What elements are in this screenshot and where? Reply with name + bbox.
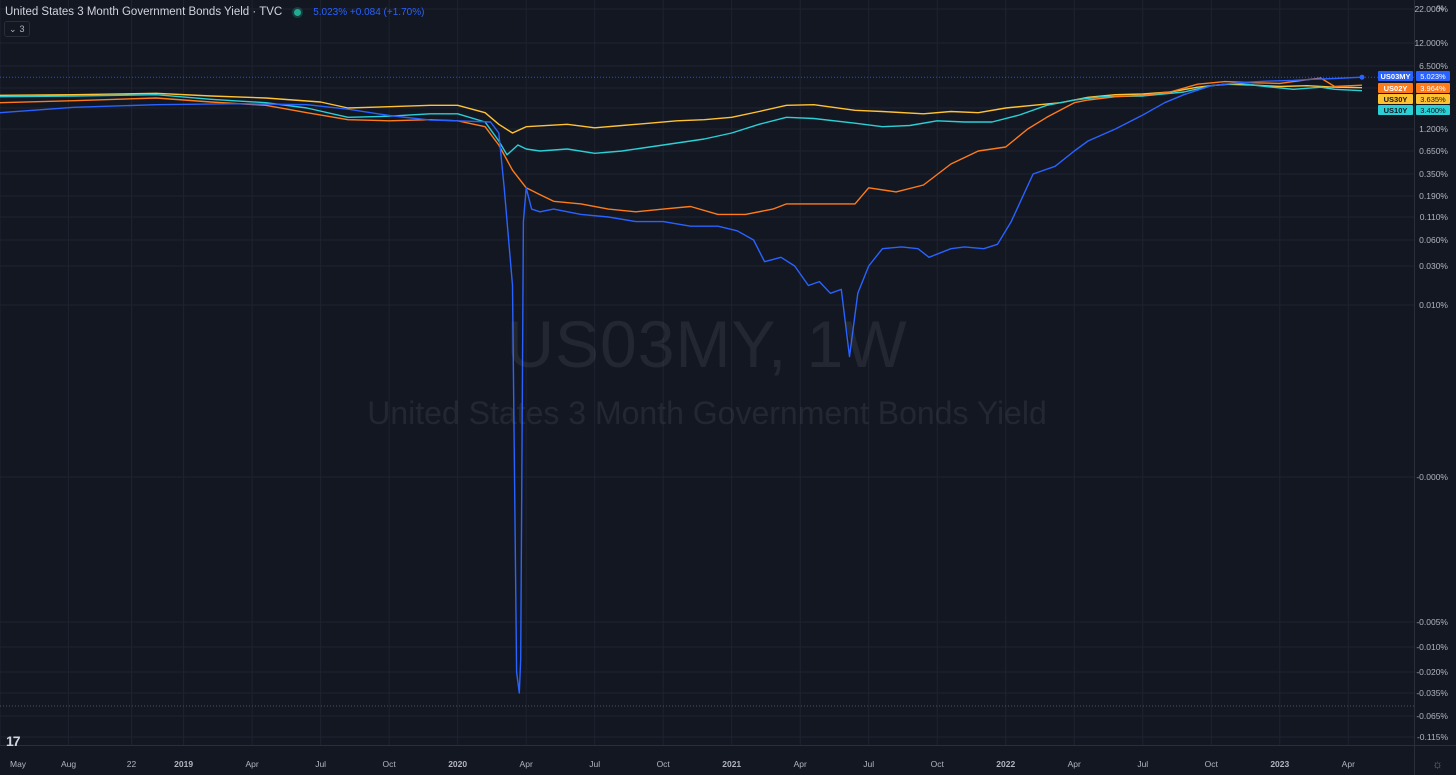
gear-icon[interactable]: ☼ — [1432, 757, 1443, 771]
x-axis[interactable]: May Aug 22 2019 Apr Jul Oct 2020 Apr Jul Oct 2021 Ap… — [10, 759, 1355, 769]
series-name-tag-bg — [1378, 83, 1413, 93]
y-tick-label: 6.500% — [1419, 61, 1448, 71]
series-name-tag-bg — [1378, 105, 1413, 115]
series-name-tag-bg — [1378, 94, 1413, 104]
watermark-description: United States 3 Month Government Bonds Y… — [367, 395, 1047, 431]
chevron-down-icon: ⌄ — [9, 23, 17, 34]
x-tick-label: Oct — [931, 759, 945, 769]
y-tick-label: -0.065% — [1416, 711, 1448, 721]
x-tick-label: Apr — [246, 759, 259, 769]
x-tick-label: 2019 — [174, 759, 193, 769]
series-value-tag-bg — [1416, 83, 1450, 93]
y-tick-label: 0.350% — [1419, 169, 1448, 179]
watermark-symbol: US03MY, 1W — [506, 307, 908, 381]
symbol-quote: 5.023% +0.084 (+1.70%) — [313, 6, 425, 18]
x-tick-label: Oct — [383, 759, 397, 769]
y-tick-label: -0.035% — [1416, 688, 1448, 698]
x-tick-label: Apr — [1068, 759, 1081, 769]
x-tick-label: Jul — [589, 759, 600, 769]
y-tick-label: -0.020% — [1416, 667, 1448, 677]
chart-header: United States 3 Month Government Bonds Y… — [5, 4, 424, 20]
y-tick-label: 0.110% — [1420, 212, 1449, 222]
series-line-us03my — [0, 76, 1363, 694]
series-line-us30y — [0, 83, 1363, 134]
y-tick-label: -0.115% — [1417, 732, 1448, 742]
series-value-tag: 5.023% — [1420, 72, 1446, 81]
series-value-tag: 3.964% — [1420, 84, 1446, 93]
x-tick-label: Oct — [657, 759, 671, 769]
y-tick-label: 22.000% — [1414, 4, 1448, 14]
x-tick-label: Jul — [863, 759, 874, 769]
x-tick-label: 22 — [127, 759, 137, 769]
y-tick-label: 1.200% — [1419, 124, 1448, 134]
indicator-count: 3 — [19, 24, 25, 34]
tradingview-logo-icon[interactable]: 17 — [6, 733, 21, 749]
x-tick-label: 2021 — [722, 759, 741, 769]
y-tick-label: 0.190% — [1419, 191, 1448, 201]
y-tick-label: 0.030% — [1419, 261, 1448, 271]
series-name-tag-bg — [1378, 71, 1413, 81]
market-open-dot-icon — [294, 8, 302, 16]
series-value-tag: 3.635% — [1420, 95, 1446, 104]
x-tick-label: Apr — [794, 759, 807, 769]
symbol-title[interactable]: United States 3 Month Government Bonds Y… — [5, 6, 283, 18]
x-tick-label: Apr — [520, 759, 533, 769]
series-name-tag: US10Y — [1384, 106, 1408, 115]
series-value-tag-bg — [1416, 71, 1450, 81]
series-value-tag: 3.400% — [1420, 106, 1446, 115]
x-tick-label: Apr — [1342, 759, 1355, 769]
x-tick-label: 2023 — [1270, 759, 1289, 769]
y-tick-label: 0.060% — [1419, 235, 1448, 245]
x-tick-label: Aug — [61, 759, 76, 769]
series-line-us10y — [0, 82, 1363, 156]
series-value-tag-bg — [1416, 94, 1450, 104]
y-tick-label: -0.000% — [1416, 472, 1448, 482]
series-lines — [0, 74, 1365, 694]
last-point-us03my — [1359, 74, 1365, 80]
series-name-tag: US03MY — [1380, 72, 1410, 81]
series-name-tag: US02Y — [1384, 84, 1408, 93]
y-tick-label: -0.010% — [1416, 642, 1448, 652]
x-tick-label: Oct — [1205, 759, 1219, 769]
collapse-indicators-button[interactable]: ⌄ 3 — [4, 21, 30, 37]
y-tick-label: -0.005% — [1416, 617, 1448, 627]
y-tick-label: 0.010% — [1419, 300, 1448, 310]
y-tick-label: 0.650% — [1419, 146, 1448, 156]
x-tick-label: Jul — [1137, 759, 1148, 769]
y-tick-label: 12.000% — [1414, 38, 1448, 48]
x-tick-label: 2020 — [448, 759, 467, 769]
y-axis-unit: % — [1437, 4, 1444, 13]
series-value-labels: US03MY 5.023% US02Y 3.964% US30Y 3.635% US10Y 3… — [1378, 71, 1450, 115]
x-tick-label: May — [10, 759, 27, 769]
x-tick-label: Jul — [315, 759, 326, 769]
x-tick-label: 2022 — [996, 759, 1015, 769]
series-value-tag-bg — [1416, 105, 1450, 115]
series-name-tag: US30Y — [1384, 95, 1408, 104]
